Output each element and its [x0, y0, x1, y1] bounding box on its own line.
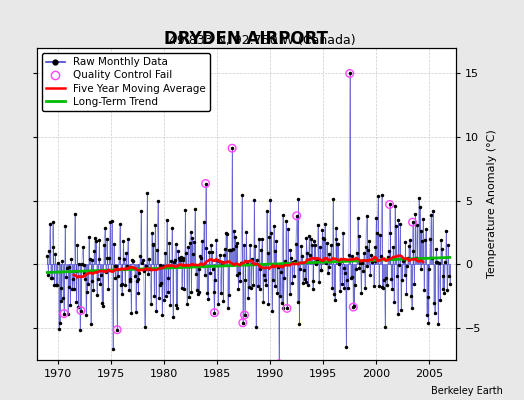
Legend: Raw Monthly Data, Quality Control Fail, Five Year Moving Average, Long-Term Tren: Raw Monthly Data, Quality Control Fail, … [42, 53, 210, 111]
Point [77, 307, 85, 314]
Point [385, 201, 394, 208]
Point [283, 305, 291, 312]
Text: Berkeley Earth: Berkeley Earth [431, 386, 503, 396]
Point [345, 70, 354, 77]
Point [228, 145, 236, 152]
Point [60, 310, 68, 317]
Text: 49.833 N, 92.750 W (Canada): 49.833 N, 92.750 W (Canada) [169, 34, 355, 47]
Point [292, 212, 301, 219]
Point [275, 361, 283, 367]
Point [241, 312, 249, 318]
Y-axis label: Temperature Anomaly (°C): Temperature Anomaly (°C) [487, 130, 497, 278]
Point [210, 310, 219, 316]
Point [408, 219, 417, 225]
Point [349, 304, 357, 310]
Point [201, 180, 210, 187]
Point [113, 326, 122, 333]
Point [238, 320, 247, 326]
Title: DRYDEN AIRPORT: DRYDEN AIRPORT [165, 30, 328, 48]
